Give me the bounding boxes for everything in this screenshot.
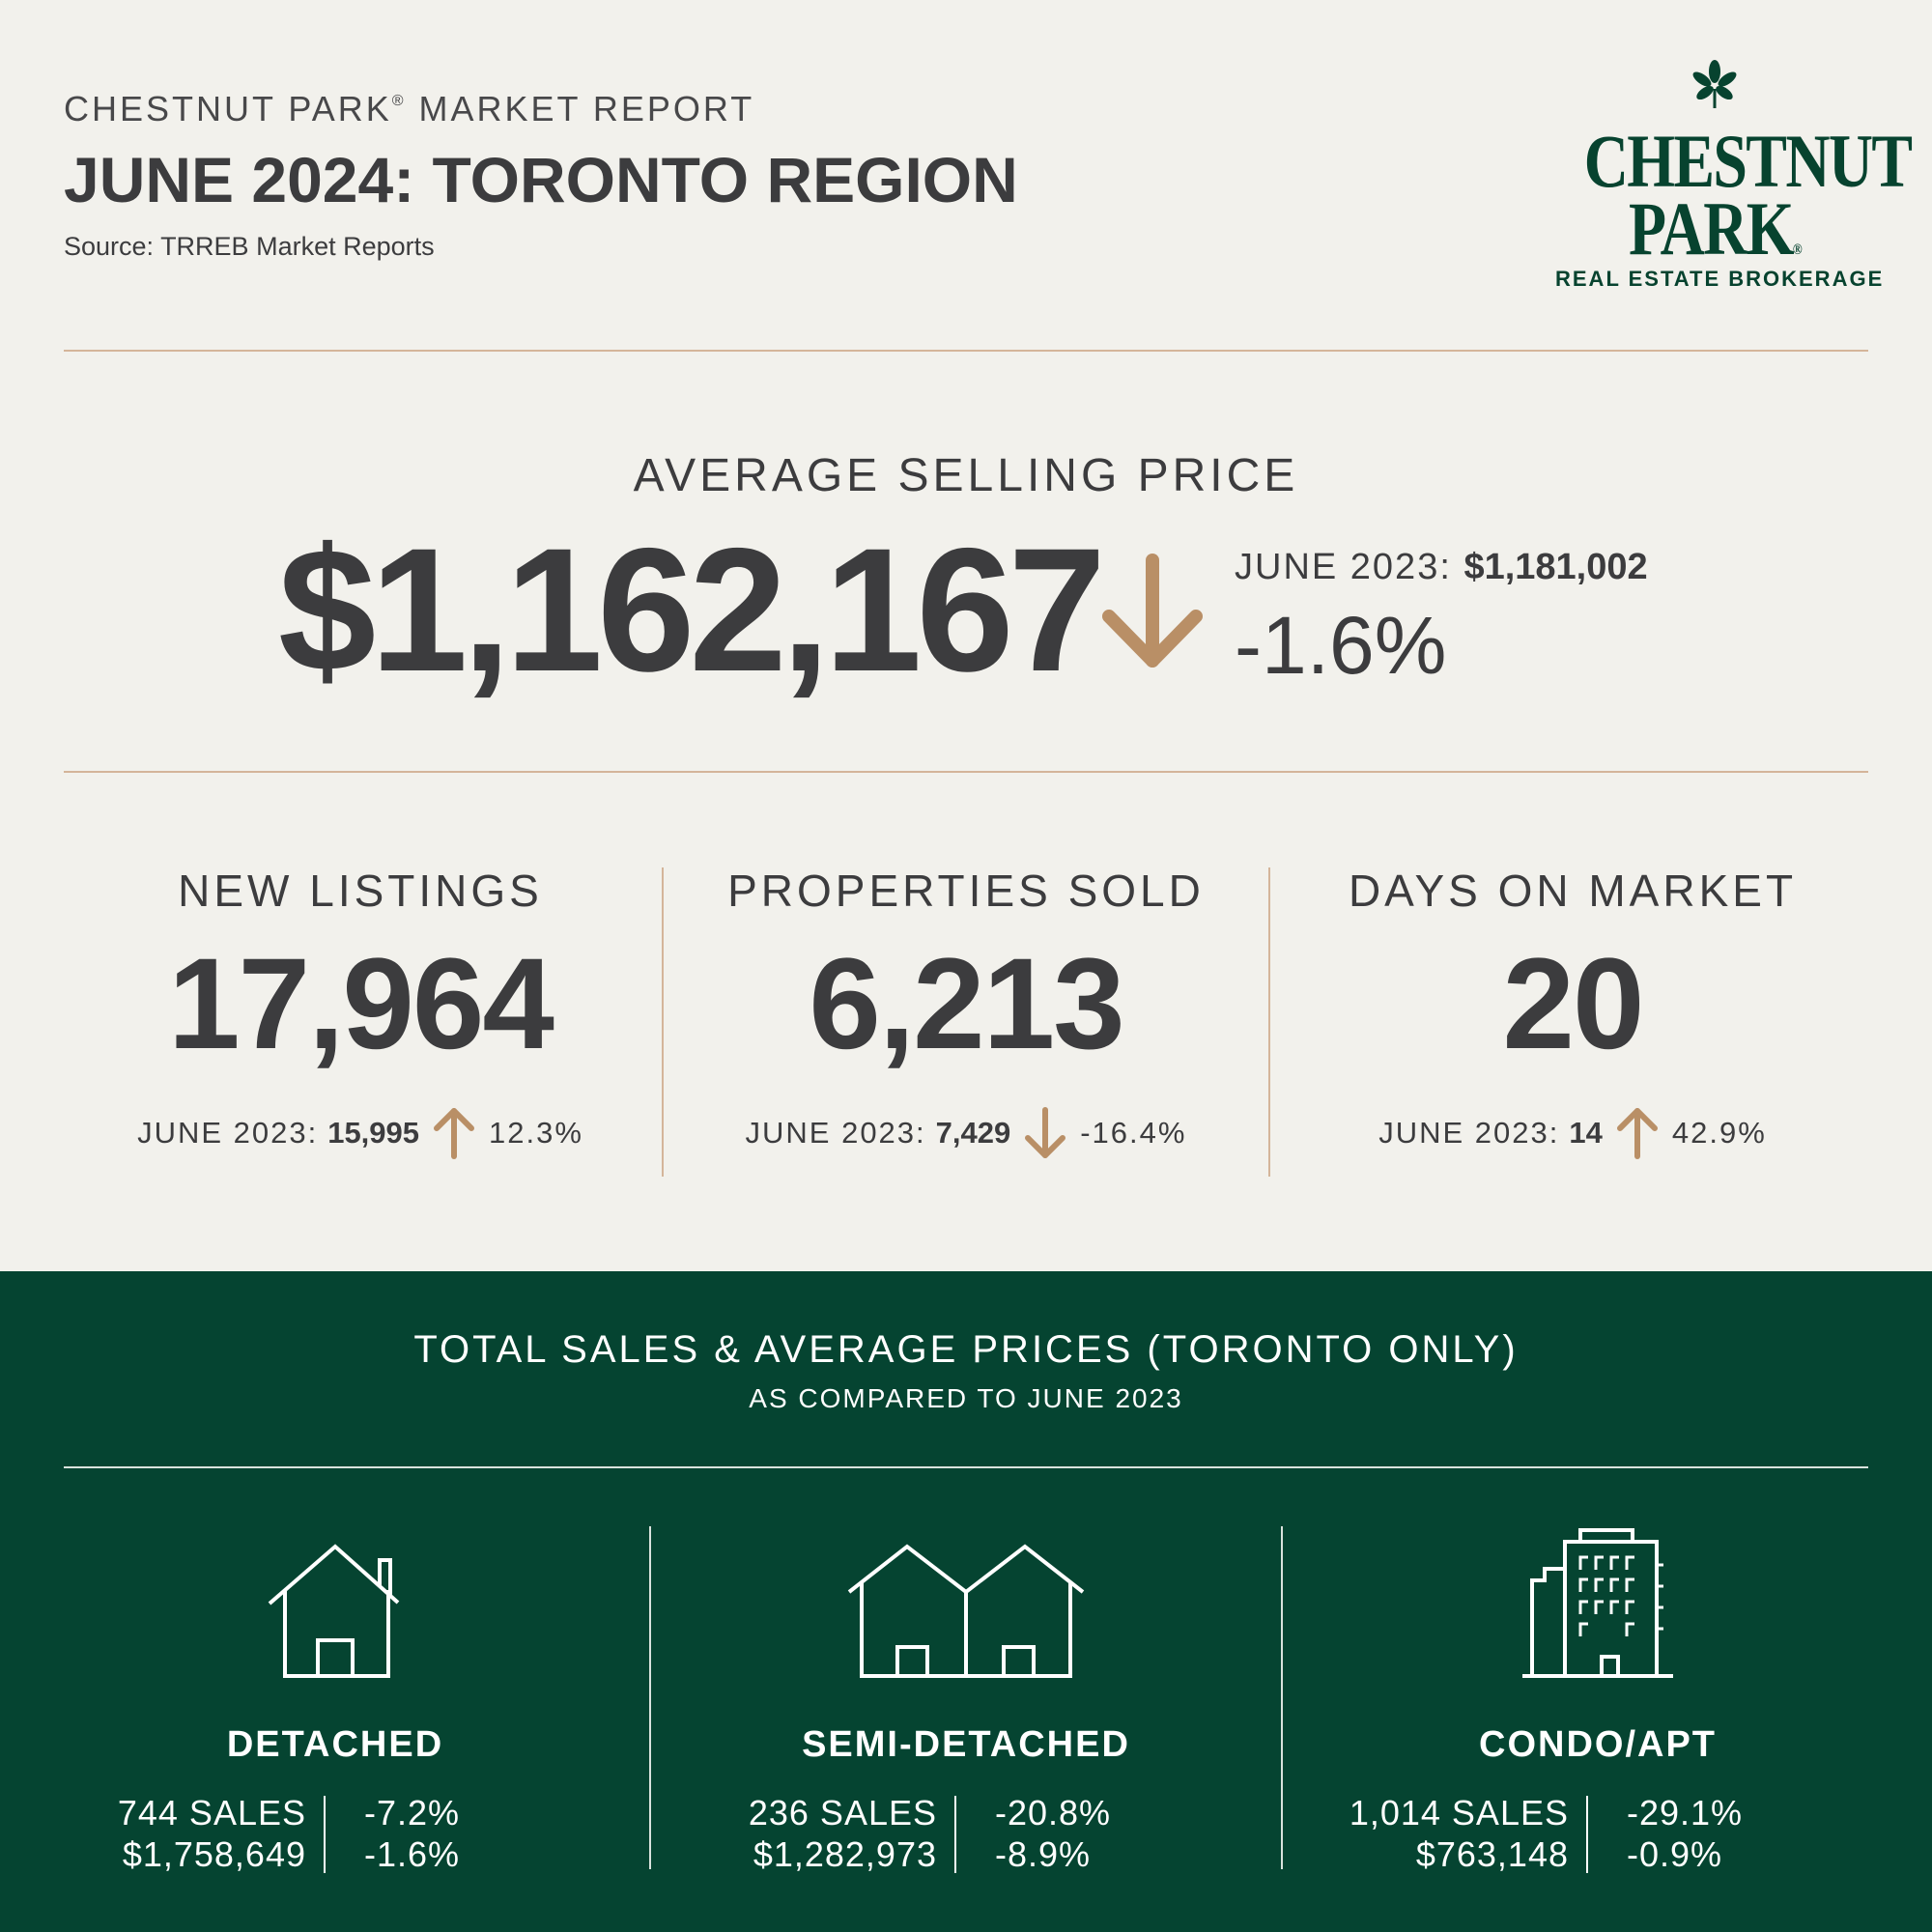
toronto-section-subtitle: AS COMPARED TO JUNE 2023 [749, 1383, 1183, 1413]
average-price-label: AVERAGE SELLING PRICE [633, 450, 1299, 501]
logo-wordmark-line2: PARK® [1628, 186, 1803, 270]
property-type-divider [649, 1526, 651, 1869]
stat-days-on-market: DAYS ON MARKET 20 JUNE 2023: 14 42.9% [1273, 865, 1872, 1160]
stat-value: 17,964 [168, 932, 554, 1076]
property-type-name: SEMI-DETACHED [802, 1724, 1130, 1765]
sales-count: 744 SALES [117, 1793, 306, 1833]
chestnut-park-logo: CHESTNUT PARK® REAL ESTATE BROKERAGE [1555, 60, 1913, 301]
chestnut-leaf-icon [1692, 60, 1737, 108]
stats-divider [954, 1796, 956, 1873]
arrow-up-icon [434, 1108, 475, 1160]
stats-divider [324, 1796, 326, 1873]
price-change: -0.9% [1627, 1834, 1723, 1874]
average-price: $1,282,973 [753, 1834, 937, 1874]
stat-comparison: JUNE 2023: 15,995 12.3% [61, 1106, 660, 1160]
stat-label: DAYS ON MARKET [1348, 866, 1798, 916]
property-type-stats: 1,014 SALES $763,148 -29.1% -0.9% [1298, 1792, 1897, 1879]
section-divider-top [64, 350, 1868, 352]
sales-change: -7.2% [364, 1793, 461, 1833]
stat-divider [662, 867, 664, 1177]
detached-house-icon [268, 1544, 400, 1678]
stats-divider [1586, 1796, 1588, 1873]
property-type-name: DETACHED [226, 1724, 444, 1765]
sales-change: -29.1% [1627, 1793, 1744, 1833]
price-change: -1.6% [364, 1834, 461, 1874]
stat-value: 6,213 [809, 932, 1124, 1076]
logo-tagline: REAL ESTATE BROKERAGE [1555, 267, 1885, 291]
arrow-up-icon [1616, 1108, 1658, 1160]
condo-building-icon [1522, 1528, 1673, 1678]
section-divider-middle [64, 771, 1868, 773]
average-price: $763,148 [1415, 1834, 1569, 1874]
logo-wordmark-line1: CHESTNUT [1583, 119, 1913, 203]
price-change: -8.9% [995, 1834, 1092, 1874]
report-title: JUNE 2024: TORONTO REGION [64, 144, 1018, 215]
stat-comparison: JUNE 2023: 14 42.9% [1273, 1106, 1872, 1160]
sales-count: 236 SALES [748, 1793, 937, 1833]
stat-label: PROPERTIES SOLD [727, 866, 1205, 916]
average-price-value: $1,162,167 [278, 511, 1106, 708]
sales-change: -20.8% [995, 1793, 1112, 1833]
registered-mark: ® [391, 93, 407, 109]
toronto-section-title: TOTAL SALES & AVERAGE PRICES (TORONTO ON… [413, 1328, 1519, 1371]
toronto-section-divider [64, 1466, 1868, 1468]
arrow-down-icon [1102, 554, 1203, 668]
arrow-down-icon [1025, 1107, 1066, 1159]
sales-count: 1,014 SALES [1349, 1793, 1569, 1833]
property-type-name: CONDO/APT [1479, 1724, 1717, 1765]
stat-comparison: JUNE 2023: 7,429 -16.4% [667, 1106, 1265, 1160]
average-price: $1,758,649 [122, 1834, 306, 1874]
stat-label: NEW LISTINGS [178, 866, 543, 916]
stat-properties-sold: PROPERTIES SOLD 6,213 JUNE 2023: 7,429 -1… [667, 865, 1265, 1160]
stat-value: 20 [1502, 932, 1644, 1076]
property-type-stats: 744 SALES $1,758,649 -7.2% -1.6% [36, 1792, 635, 1879]
semi-detached-house-icon [847, 1544, 1085, 1678]
stat-divider [1268, 867, 1270, 1177]
report-kicker: CHESTNUT PARK® MARKET REPORT [64, 89, 755, 128]
report-source: Source: TRREB Market Reports [64, 232, 435, 261]
stat-new-listings: NEW LISTINGS 17,964 JUNE 2023: 15,995 12.… [61, 865, 660, 1160]
average-price-previous: JUNE 2023: $1,181,002 [1235, 547, 1648, 587]
average-price-change: -1.6% [1235, 600, 1447, 691]
property-type-stats: 236 SALES $1,282,973 -20.8% -8.9% [667, 1792, 1265, 1879]
property-type-divider [1281, 1526, 1283, 1869]
